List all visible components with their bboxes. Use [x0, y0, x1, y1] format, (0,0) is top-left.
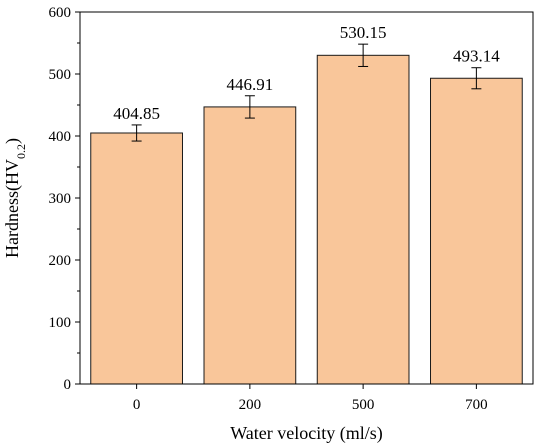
error-bar-0	[131, 124, 142, 142]
y-tick-label-500: 500	[49, 67, 72, 83]
bar-700	[430, 77, 523, 385]
x-tick-label-200: 200	[239, 397, 262, 413]
data-label-500: 530.15	[340, 23, 387, 42]
y-tick-label-300: 300	[49, 191, 72, 207]
data-label-200: 446.91	[227, 75, 274, 94]
bar-200	[203, 106, 297, 385]
y-axis-title-subscript: 0.2	[14, 144, 28, 159]
y-axis-title: Hardness(HV0.2)	[2, 138, 28, 258]
y-tick-label-200: 200	[49, 253, 72, 269]
x-tick-label-500: 500	[352, 397, 375, 413]
error-bar-200	[244, 95, 255, 119]
y-axis-title-main: Hardness(HV	[2, 159, 23, 258]
x-tick-label-700: 700	[465, 397, 488, 413]
data-label-700: 493.14	[453, 47, 500, 66]
x-axis-title: Water velocity (ml/s)	[230, 423, 383, 444]
y-tick-label-0: 0	[64, 377, 72, 393]
bar-500	[316, 54, 410, 385]
data-label-0: 404.85	[113, 104, 160, 123]
y-axis-ticks: 0 100 200 300 400 500 600	[49, 5, 80, 393]
error-bar-500	[358, 43, 369, 67]
error-bar-700	[471, 67, 482, 90]
y-axis-title-close: )	[2, 138, 23, 144]
error-bars-group	[131, 43, 482, 142]
bar-0	[90, 132, 183, 385]
y-tick-label-400: 400	[49, 129, 72, 145]
x-tick-label-0: 0	[133, 397, 141, 413]
y-tick-label-100: 100	[49, 315, 72, 331]
data-labels-group: 404.85 446.91 530.15 493.14	[113, 23, 500, 123]
x-axis-ticks: 0 200 500 700	[133, 384, 488, 413]
y-tick-label-600: 600	[49, 5, 72, 21]
